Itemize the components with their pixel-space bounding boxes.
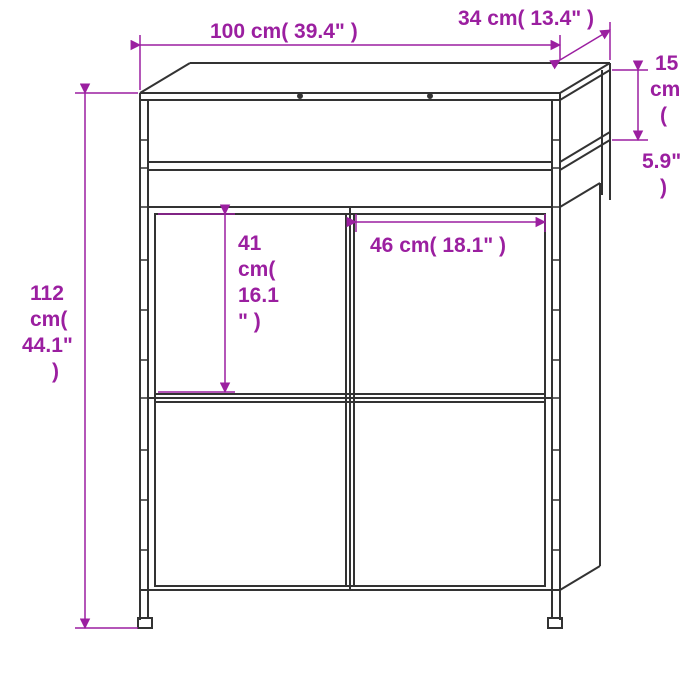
furniture-dimension-diagram: 100 cm( 39.4" ) 34 cm( 13.4" ) 15 cm ( 5… — [0, 0, 700, 700]
dim-height-left: 112 cm( 44.1" ) — [22, 93, 138, 628]
dim-height-left-label-d: ) — [52, 360, 59, 383]
furniture-outline — [138, 63, 610, 628]
dim-shelf-gap-label-d: 5.9" — [642, 150, 681, 173]
dim-shelf-gap-label-b: cm — [650, 78, 680, 101]
dim-height-left-label-b: cm( — [30, 308, 67, 331]
dim-shelf-gap-label-e: ) — [660, 176, 667, 199]
dim-door-height: 41 cm( 16.1 " ) — [158, 214, 279, 392]
dim-depth-top-label: 34 cm( 13.4" ) — [458, 7, 594, 30]
dim-shelf-gap: 15 cm ( 5.9" ) — [612, 52, 681, 199]
dim-door-width-label: 46 cm( 18.1" ) — [370, 234, 506, 257]
dim-height-left-label-a: 112 — [30, 282, 64, 305]
dim-width-top: 100 cm( 39.4" ) — [140, 20, 560, 90]
dim-door-width: 46 cm( 18.1" ) — [356, 214, 545, 257]
dim-shelf-gap-label-c: ( — [660, 104, 667, 127]
dim-door-height-label-c: 16.1 — [238, 284, 279, 307]
dim-door-height-label-b: cm( — [238, 258, 275, 281]
dim-height-left-label-c: 44.1" — [22, 334, 73, 357]
dim-width-top-label: 100 cm( 39.4" ) — [210, 20, 358, 43]
dim-shelf-gap-label-a: 15 — [655, 52, 679, 75]
dim-door-height-label-d: " ) — [238, 310, 261, 333]
dim-door-height-label-a: 41 — [238, 232, 262, 255]
dim-depth-top: 34 cm( 13.4" ) — [458, 7, 610, 60]
